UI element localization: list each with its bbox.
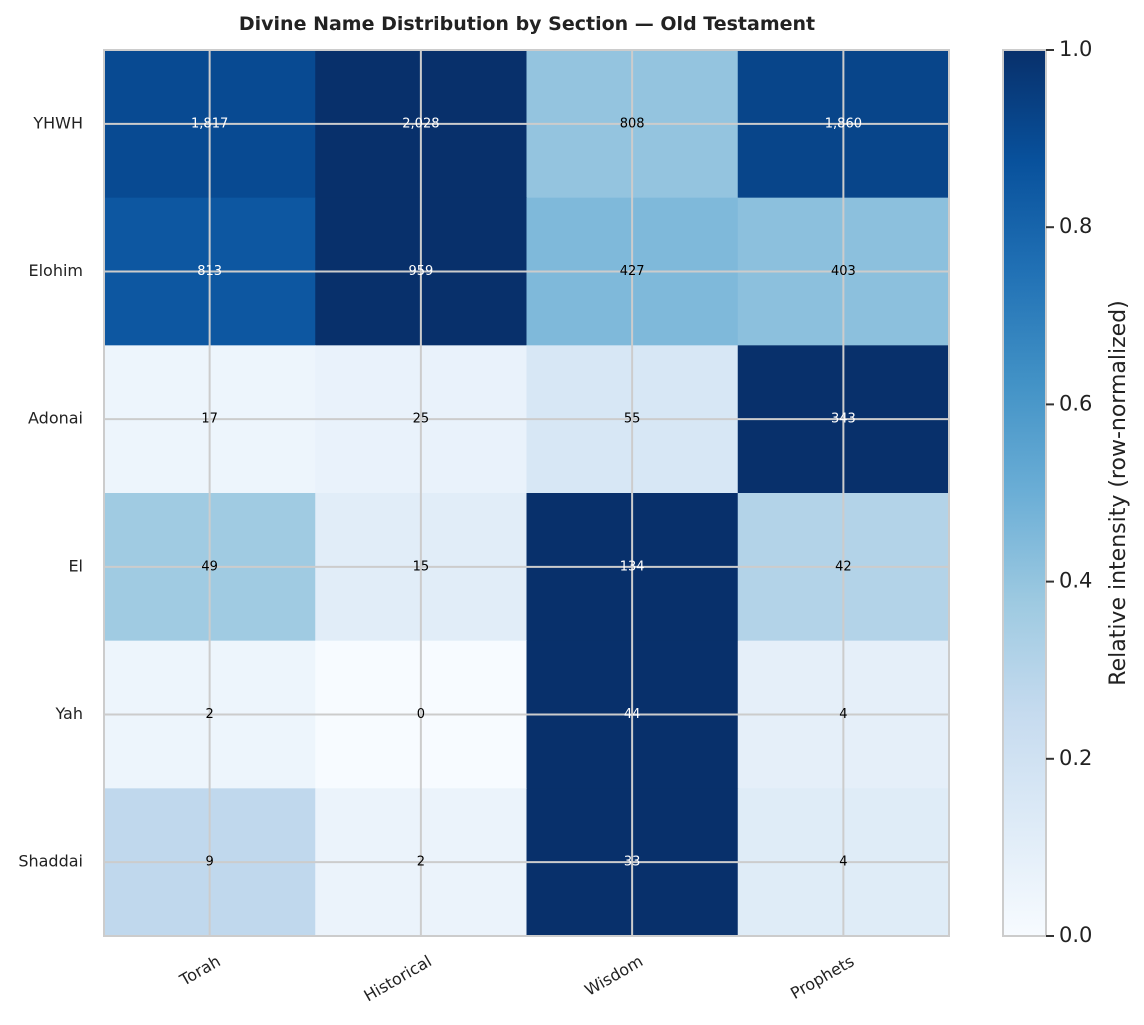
cell-value-labels: 1,817 2,028 808 1,860 813 959 427 403 17 25 55 343 4… [191, 116, 862, 869]
y-tick-label-adonai: Adonai [28, 409, 83, 428]
cell-value-label: 17 [201, 412, 218, 427]
cell-value-label: 2,028 [402, 116, 439, 131]
colorbar: 0.0 0.2 0.4 0.6 0.8 1.0 Relative intensity (r… [1002, 37, 1131, 947]
y-tick-label-elohim: Elohim [28, 261, 83, 280]
cell-value-label: 42 [835, 559, 852, 574]
colorbar-tick-label: 0.6 [1059, 391, 1092, 415]
cell-value-label: 25 [413, 412, 430, 427]
colorbar-tick-label: 0.8 [1059, 214, 1092, 238]
cell-value-label: 808 [620, 116, 645, 131]
cell-value-label: 2 [417, 855, 425, 870]
colorbar-label: Relative intensity (row-normalized) [1106, 300, 1131, 685]
cell-value-label: 4 [839, 855, 847, 870]
cell-value-label: 813 [197, 264, 222, 279]
cell-value-label: 9 [205, 855, 213, 870]
cell-value-label: 1,860 [825, 116, 862, 131]
cell-value-label: 49 [201, 559, 218, 574]
colorbar-tick-label: 0.0 [1059, 923, 1092, 947]
y-tick-label-yah: Yah [54, 704, 83, 723]
x-axis-tick-labels: Torah Historical Wisdom Prophets [176, 951, 858, 1005]
x-tick-label-wisdom: Wisdom [581, 951, 646, 999]
x-tick-label-prophets: Prophets [787, 951, 857, 1003]
colorbar-tick-label: 1.0 [1059, 37, 1092, 61]
cell-value-label: 4 [839, 707, 847, 722]
cell-value-label: 15 [413, 559, 430, 574]
cell-value-label: 343 [831, 412, 856, 427]
cell-value-label: 2 [205, 707, 213, 722]
y-axis-tick-labels: YHWH Elohim Adonai El Yah Shaddai [18, 113, 83, 870]
grid-lines [104, 50, 949, 936]
cell-value-label: 44 [624, 707, 641, 722]
cell-value-label: 33 [624, 855, 641, 870]
cell-value-label: 427 [620, 264, 645, 279]
cell-value-label: 1,817 [191, 116, 228, 131]
colorbar-gradient [1002, 49, 1047, 937]
cell-value-label: 134 [620, 559, 645, 574]
y-tick-label-shaddai: Shaddai [18, 852, 83, 871]
cell-value-label: 55 [624, 412, 641, 427]
y-tick-label-el: El [68, 556, 83, 575]
plot-frame [103, 49, 950, 937]
cell-value-label: 0 [417, 707, 425, 722]
x-tick-label-historical: Historical [360, 951, 434, 1005]
chart-title: Divine Name Distribution by Section — Ol… [239, 13, 815, 35]
colorbar-tick-label: 0.2 [1059, 746, 1092, 770]
heatmap-cells [104, 50, 950, 937]
y-tick-label-yhwh: YHWH [32, 113, 83, 132]
x-tick-label-torah: Torah [176, 951, 224, 990]
cell-value-label: 403 [831, 264, 856, 279]
colorbar-tick-label: 0.4 [1059, 569, 1092, 593]
colorbar-ticks: 0.0 0.2 0.4 0.6 0.8 1.0 [1046, 37, 1092, 947]
cell-value-label: 959 [408, 264, 433, 279]
